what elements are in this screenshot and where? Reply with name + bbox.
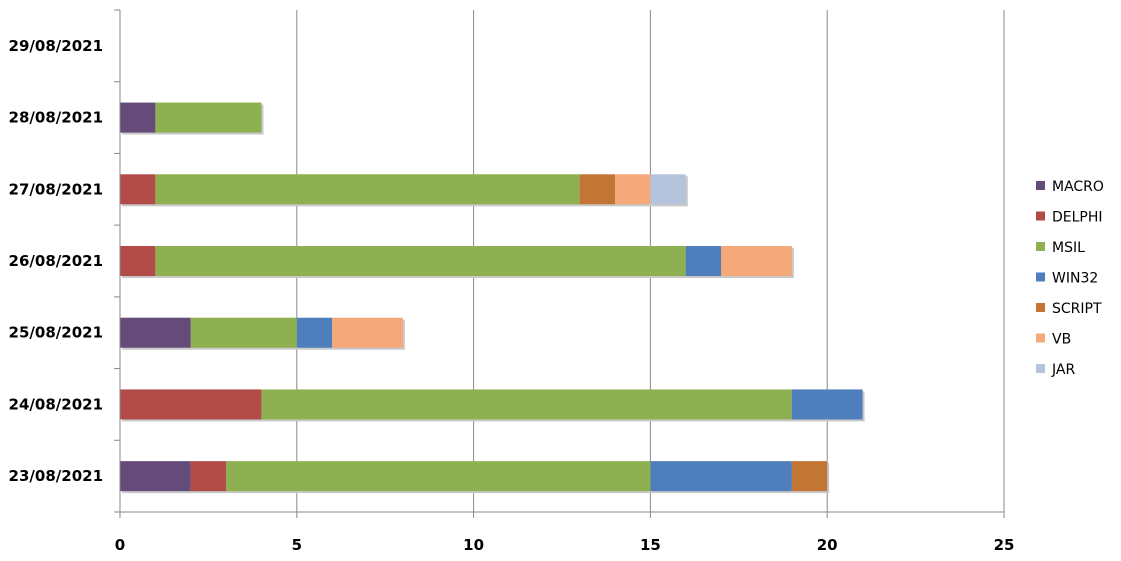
legend-label-delphi: DELPHI [1052,210,1103,226]
bar-segment-win32 [685,246,722,276]
legend-label-win32: WIN32 [1052,271,1098,287]
legend-swatch-msil [1036,242,1045,251]
bar-segment-msil [155,174,580,205]
category-label: 27/08/2021 [9,180,103,198]
axes [114,9,1005,518]
bar-segment-win32 [296,317,333,348]
x-tick-label: 10 [463,536,484,554]
bar-segment-delphi [120,174,156,205]
legend: MACRO DELPHI MSIL WIN32 SCRIPT VB JAR [1036,179,1104,378]
bar-segment-msil [190,317,297,348]
bar-segment-script [791,461,828,492]
legend-label-macro: MACRO [1052,179,1104,195]
labels: 0 5 10 15 20 25 23/08/2021 24/08/2021 25/08/2021… [9,37,1015,554]
bar-segment-macro [120,461,191,492]
bar-segment-delphi [120,246,156,276]
bar-segment-delphi [190,461,227,492]
legend-swatch-macro [1036,181,1045,190]
category-label: 24/08/2021 [9,395,103,413]
category-label: 29/08/2021 [9,37,103,55]
category-label: 26/08/2021 [9,252,103,270]
legend-swatch-vb [1036,333,1045,343]
legend-label-msil: MSIL [1052,240,1085,256]
bar-segment-msil [155,246,686,276]
bar-segment-vb [332,317,403,348]
bar-segment-win32 [650,461,792,492]
category-label: 28/08/2021 [9,109,103,127]
bar-segment-script [579,174,616,205]
bar-segment-msil [261,389,792,420]
legend-swatch-script [1036,303,1045,312]
bar-segment-msil [226,461,651,492]
category-label: 23/08/2021 [9,467,103,485]
bar-segment-delphi [120,389,262,420]
legend-label-vb: VB [1052,332,1071,348]
category-label: 25/08/2021 [9,324,103,342]
x-tick-label: 0 [115,536,125,554]
legend-swatch-jar [1036,364,1045,373]
legend-label-script: SCRIPT [1052,301,1102,317]
x-tick-label: 5 [292,536,302,554]
bar-segment-vb [615,174,651,205]
bar-segment-macro [120,102,156,133]
x-tick-label: 15 [640,536,661,554]
bar-segment-vb [721,246,792,276]
x-tick-label: 25 [994,536,1015,554]
bars [120,102,865,494]
bar-segment-macro [120,317,191,348]
legend-swatch-win32 [1036,272,1045,282]
legend-label-jar: JAR [1051,362,1075,378]
bar-segment-msil [155,102,262,133]
bar-segment-win32 [791,389,863,420]
bar-segment-jar [650,174,686,205]
x-tick-label: 20 [817,536,838,554]
legend-swatch-delphi [1036,211,1045,221]
